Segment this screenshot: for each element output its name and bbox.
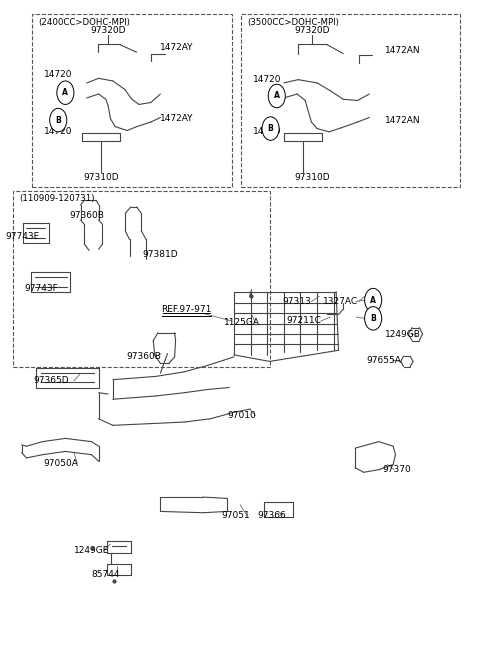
Text: 1327AC: 1327AC bbox=[324, 297, 359, 306]
Text: 14720: 14720 bbox=[253, 75, 281, 84]
Circle shape bbox=[365, 307, 382, 330]
Text: 97310D: 97310D bbox=[83, 173, 119, 182]
Text: B: B bbox=[268, 124, 274, 133]
Bar bbox=[13, 191, 270, 367]
Bar bbox=[241, 14, 460, 187]
Circle shape bbox=[262, 117, 279, 140]
Text: 14720: 14720 bbox=[44, 70, 72, 79]
Text: 14720: 14720 bbox=[253, 127, 281, 136]
Text: 97366: 97366 bbox=[258, 511, 287, 520]
Text: 1125GA: 1125GA bbox=[224, 318, 260, 327]
Text: B: B bbox=[370, 314, 376, 323]
Text: 1472AN: 1472AN bbox=[385, 46, 420, 55]
Text: 97743E: 97743E bbox=[5, 232, 40, 240]
Text: 97360B: 97360B bbox=[126, 352, 161, 362]
Text: 97381D: 97381D bbox=[143, 250, 178, 259]
Text: 97010: 97010 bbox=[228, 411, 256, 420]
Text: 97313: 97313 bbox=[283, 297, 312, 306]
Circle shape bbox=[57, 81, 74, 104]
Circle shape bbox=[268, 84, 285, 107]
Text: A: A bbox=[62, 88, 68, 97]
Circle shape bbox=[365, 288, 382, 312]
Bar bbox=[32, 14, 232, 187]
Text: 97370: 97370 bbox=[383, 465, 411, 474]
Text: 97050A: 97050A bbox=[43, 458, 78, 468]
Text: 97320D: 97320D bbox=[295, 26, 330, 35]
Text: 1472AY: 1472AY bbox=[160, 43, 194, 52]
Text: (3500CC>DOHC-MPI): (3500CC>DOHC-MPI) bbox=[247, 18, 339, 28]
Text: 1472AY: 1472AY bbox=[160, 114, 194, 123]
Text: 97743F: 97743F bbox=[25, 284, 59, 293]
Text: 1249GE: 1249GE bbox=[74, 546, 109, 555]
Text: A: A bbox=[274, 92, 280, 100]
Text: A: A bbox=[370, 295, 376, 305]
Text: 85744: 85744 bbox=[92, 570, 120, 578]
Text: 97360B: 97360B bbox=[69, 211, 104, 220]
Text: (110909-120731): (110909-120731) bbox=[19, 195, 95, 204]
Text: 97211C: 97211C bbox=[287, 316, 322, 326]
Text: 97320D: 97320D bbox=[90, 26, 126, 35]
Text: 1472AN: 1472AN bbox=[385, 115, 420, 124]
Text: B: B bbox=[55, 115, 61, 124]
Text: 97655A: 97655A bbox=[366, 356, 401, 365]
Text: 97365D: 97365D bbox=[33, 377, 69, 386]
Text: 97051: 97051 bbox=[221, 511, 250, 520]
Text: 14720: 14720 bbox=[44, 127, 72, 136]
Text: 97310D: 97310D bbox=[295, 173, 330, 182]
Text: (2400CC>DOHC-MPI): (2400CC>DOHC-MPI) bbox=[38, 18, 130, 28]
Text: 1249GB: 1249GB bbox=[384, 329, 420, 339]
Circle shape bbox=[50, 108, 67, 132]
Text: REF.97-971: REF.97-971 bbox=[161, 305, 212, 314]
